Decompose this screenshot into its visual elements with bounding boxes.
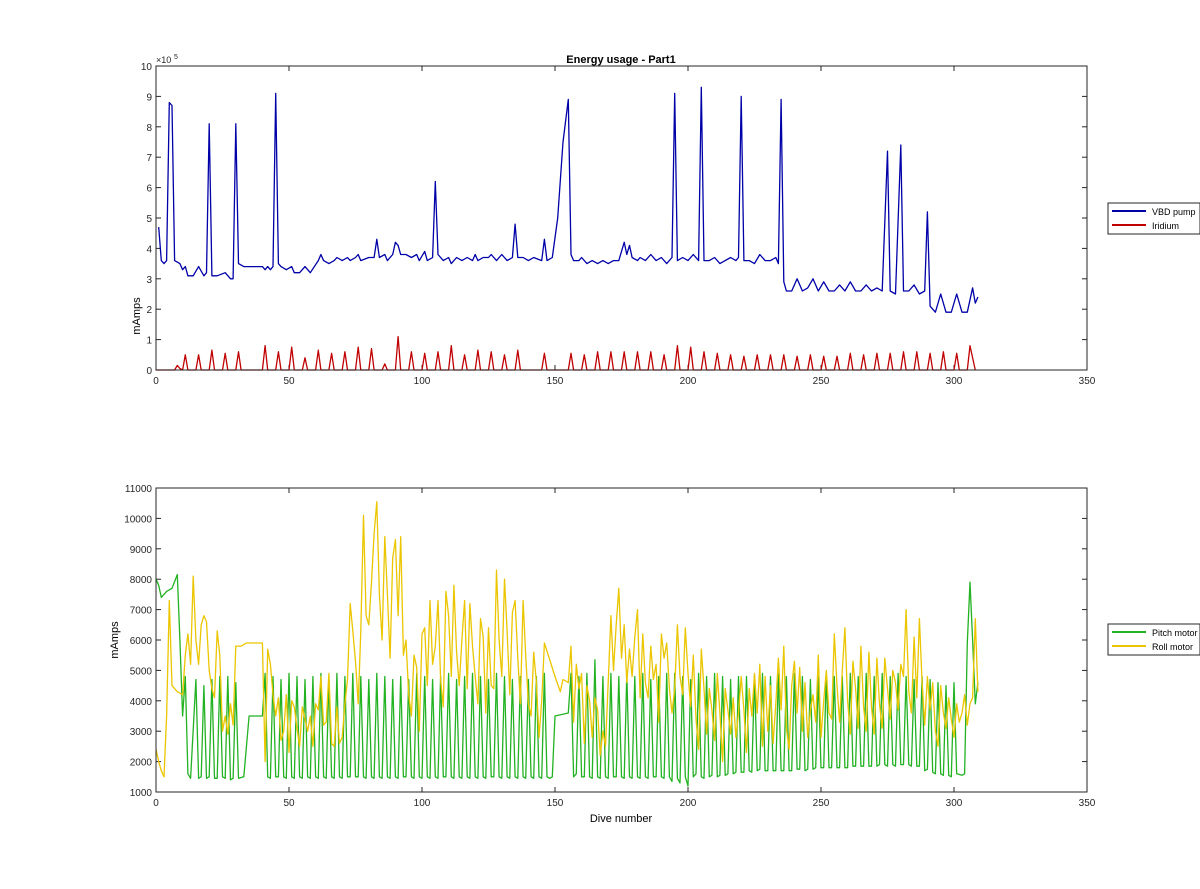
- x-tick-label: 0: [153, 376, 159, 387]
- plot-box-bottom: [155, 487, 1088, 793]
- y-tick-label: 9: [146, 92, 152, 103]
- y-tick-label: 4000: [130, 697, 153, 708]
- y-tick-label: 8: [146, 123, 152, 134]
- y-tick-label: 2: [146, 305, 152, 316]
- x-tick-label: 150: [547, 376, 564, 387]
- series-line-pitch-motor: [155, 573, 979, 787]
- y-tick-label: 4: [146, 244, 152, 255]
- legend-label-roll-motor: Roll motor: [1152, 642, 1193, 652]
- x-tick-label: 50: [283, 798, 295, 809]
- legend-bottom: Pitch motor Roll motor: [1107, 623, 1200, 656]
- series-line-vbd-pump: [158, 86, 979, 313]
- x-tick-label: 0: [153, 798, 159, 809]
- legend-box: [1107, 623, 1200, 656]
- y-tick-label: 3000: [130, 727, 153, 738]
- y-tick-label: 0: [146, 366, 152, 377]
- x-tick-label: 200: [680, 376, 697, 387]
- x-tick-label: 300: [946, 798, 963, 809]
- chart-title: Energy usage - Part1: [566, 54, 675, 66]
- plot-box-top: [155, 65, 1088, 371]
- legend-label-iridium: Iridium: [1152, 221, 1179, 231]
- y-tick-label: 11000: [125, 484, 153, 495]
- y-tick-label: 5000: [130, 666, 153, 677]
- y-tick-label: 8000: [130, 575, 153, 586]
- x-tick-label: 300: [946, 376, 963, 387]
- x-tick-label: 350: [1079, 798, 1096, 809]
- y-tick-label: 2000: [130, 758, 153, 769]
- x-tick-label: 150: [547, 798, 564, 809]
- y-axis-label-top: mAmps: [131, 297, 143, 335]
- x-tick-label: 350: [1079, 376, 1096, 387]
- x-tick-label: 100: [414, 376, 431, 387]
- x-tick-label: 50: [283, 376, 295, 387]
- energy-chart-top: Energy usage - Part1 mAmps ×10 5 0 50 100 1…: [131, 54, 1200, 387]
- x-tick-label: 250: [813, 798, 830, 809]
- y-tick-label: 7000: [130, 606, 153, 617]
- exponent-base: ×10: [156, 55, 171, 65]
- legend-label-pitch-motor: Pitch motor: [1152, 628, 1198, 638]
- y-tick-label: 6000: [130, 636, 153, 647]
- y-tick-label: 5: [146, 214, 152, 225]
- x-tick-label: 100: [414, 798, 431, 809]
- exponent-power: 5: [174, 54, 178, 61]
- x-tick-label: 250: [813, 376, 830, 387]
- y-tick-label: 1: [146, 336, 152, 347]
- legend-label-vbd-pump: VBD pump: [1152, 207, 1196, 217]
- y-tick-label: 1000: [130, 788, 153, 799]
- y-tick-label: 9000: [130, 545, 153, 556]
- y-tick-label: 3: [146, 275, 152, 286]
- y-tick-label: 7: [146, 153, 152, 164]
- legend-box: [1107, 202, 1200, 235]
- energy-chart-bottom: mAmps Dive number 0 50 100 150 200 250 300 350 1…: [109, 484, 1200, 825]
- x-tick-label: 200: [680, 798, 697, 809]
- series-line-roll-motor: [155, 501, 979, 778]
- y-tick-label: 6: [146, 184, 152, 195]
- x-axis-label: Dive number: [590, 813, 653, 825]
- legend-top: VBD pump Iridium: [1107, 202, 1200, 235]
- y-tick-label: 10000: [124, 514, 152, 525]
- y-tick-label: 10: [141, 62, 153, 73]
- y-axis-label-bottom: mAmps: [109, 621, 121, 659]
- exponent-multiplier: ×10 5: [156, 54, 178, 65]
